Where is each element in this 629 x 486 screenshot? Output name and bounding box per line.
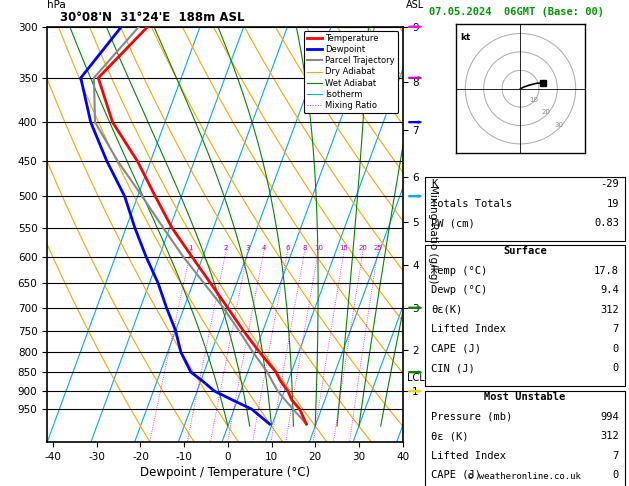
Text: 1: 1 — [189, 245, 193, 251]
Text: 312: 312 — [600, 431, 619, 441]
Text: θε(K): θε(K) — [431, 305, 462, 315]
Text: 9.4: 9.4 — [600, 285, 619, 295]
Text: 10: 10 — [314, 245, 323, 251]
Text: 7: 7 — [613, 324, 619, 334]
Text: 3: 3 — [245, 245, 250, 251]
Text: 2: 2 — [224, 245, 228, 251]
Text: Pressure (mb): Pressure (mb) — [431, 412, 512, 422]
Text: PW (cm): PW (cm) — [431, 218, 475, 228]
Text: 19: 19 — [606, 199, 619, 209]
Y-axis label: Mixing Ratio (g/kg): Mixing Ratio (g/kg) — [428, 185, 438, 284]
Text: Most Unstable: Most Unstable — [484, 392, 565, 402]
Text: LCL: LCL — [407, 373, 425, 383]
Text: 17.8: 17.8 — [594, 266, 619, 276]
Text: 312: 312 — [600, 305, 619, 315]
Text: 0.83: 0.83 — [594, 218, 619, 228]
Text: 20: 20 — [542, 109, 551, 116]
Text: 15: 15 — [340, 245, 348, 251]
Text: CIN (J): CIN (J) — [431, 363, 475, 373]
Text: Dewp (°C): Dewp (°C) — [431, 285, 487, 295]
Text: 994: 994 — [600, 412, 619, 422]
Text: © weatheronline.co.uk: © weatheronline.co.uk — [469, 472, 581, 481]
Text: 7: 7 — [613, 451, 619, 461]
Text: 0: 0 — [613, 363, 619, 373]
Text: hPa: hPa — [47, 0, 66, 10]
Text: 6: 6 — [285, 245, 289, 251]
Text: K: K — [431, 179, 437, 190]
Text: Lifted Index: Lifted Index — [431, 451, 506, 461]
X-axis label: Dewpoint / Temperature (°C): Dewpoint / Temperature (°C) — [140, 466, 310, 479]
Text: CAPE (J): CAPE (J) — [431, 470, 481, 480]
Text: θε (K): θε (K) — [431, 431, 469, 441]
Text: 4: 4 — [262, 245, 266, 251]
Text: CAPE (J): CAPE (J) — [431, 344, 481, 354]
Text: 25: 25 — [374, 245, 382, 251]
Text: 0: 0 — [613, 470, 619, 480]
Text: 10: 10 — [529, 97, 538, 103]
Text: Totals Totals: Totals Totals — [431, 199, 512, 209]
Text: -29: -29 — [600, 179, 619, 190]
Text: 07.05.2024  06GMT (Base: 00): 07.05.2024 06GMT (Base: 00) — [429, 7, 604, 17]
Text: Temp (°C): Temp (°C) — [431, 266, 487, 276]
Text: Lifted Index: Lifted Index — [431, 324, 506, 334]
Text: kt: kt — [460, 34, 470, 42]
Text: 30: 30 — [555, 122, 564, 128]
Text: Surface: Surface — [503, 246, 547, 257]
Legend: Temperature, Dewpoint, Parcel Trajectory, Dry Adiabat, Wet Adiabat, Isotherm, Mi: Temperature, Dewpoint, Parcel Trajectory… — [304, 31, 398, 113]
Text: 8: 8 — [303, 245, 307, 251]
Text: km
ASL: km ASL — [406, 0, 424, 10]
Text: 0: 0 — [613, 344, 619, 354]
Text: 30°08'N  31°24'E  188m ASL: 30°08'N 31°24'E 188m ASL — [60, 11, 244, 24]
Text: 20: 20 — [359, 245, 367, 251]
